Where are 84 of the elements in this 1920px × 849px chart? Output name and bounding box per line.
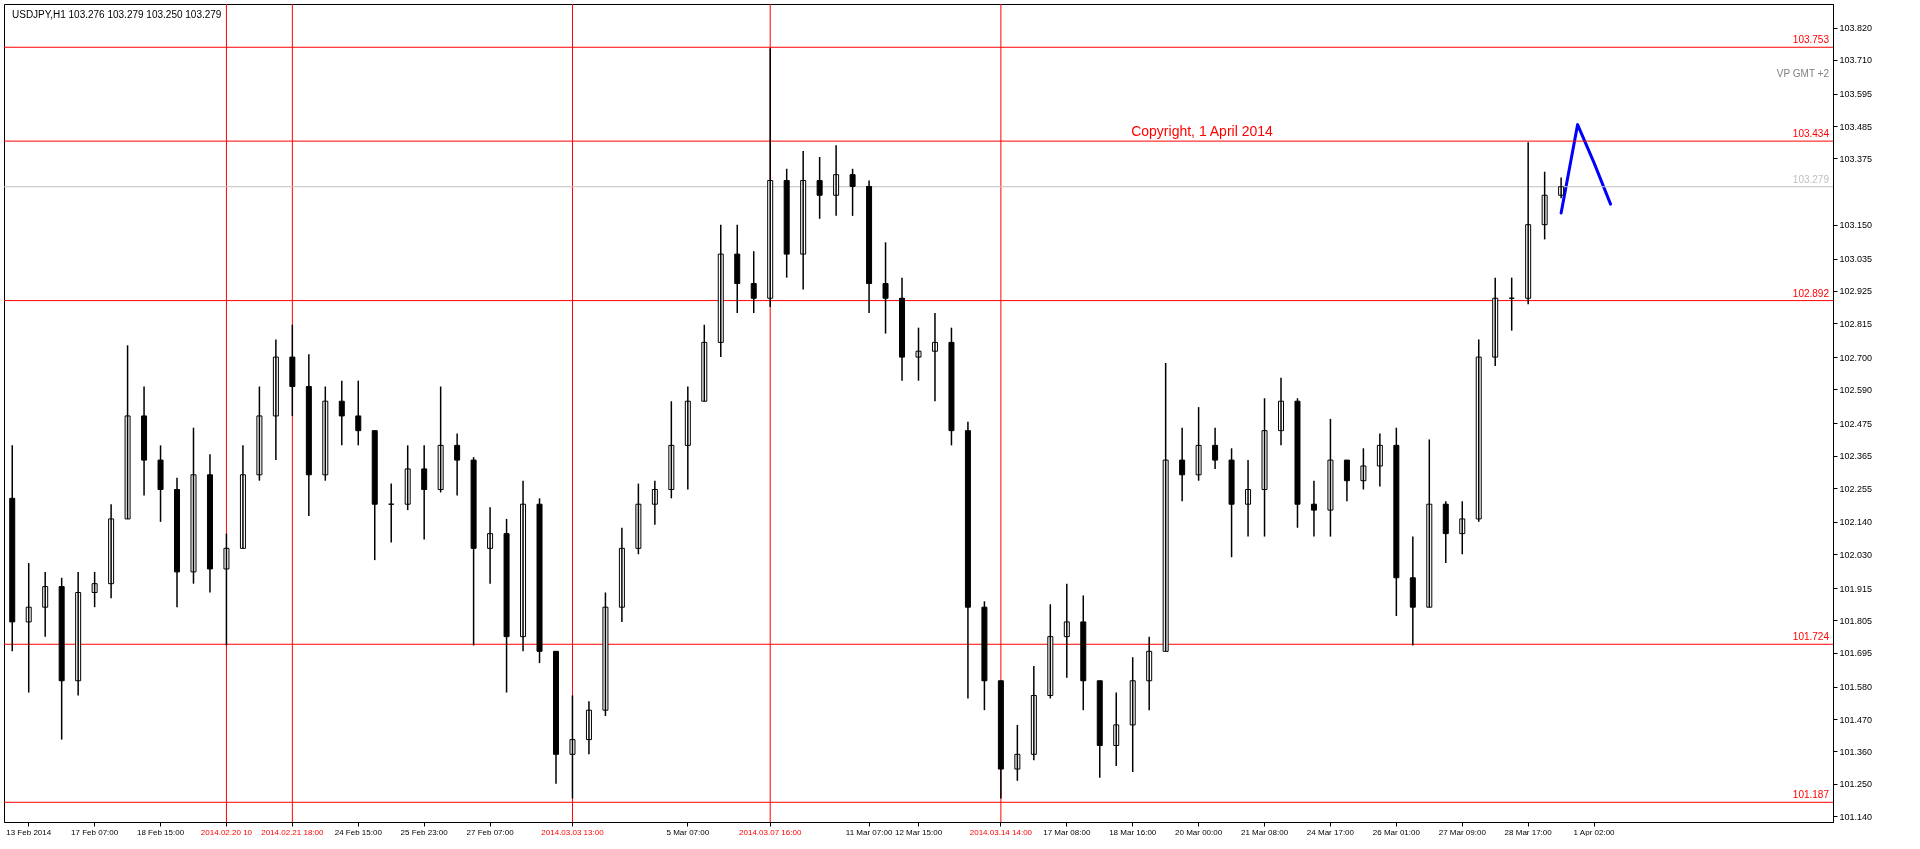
x-tick-label: 2014.02.20 10	[200, 827, 253, 837]
y-tick-label: 101.360	[1839, 746, 1873, 757]
ref-line-label: 103.279	[1792, 173, 1830, 185]
x-tick-label: 26 Mar 01:00	[1372, 827, 1421, 837]
y-tick-label: 103.710	[1839, 55, 1873, 66]
ref-line-label: 101.187	[1792, 789, 1830, 801]
candlestick	[289, 323, 296, 417]
x-tick-label: 13 Feb 2014	[6, 827, 52, 837]
candlestick	[569, 694, 576, 800]
y-tick-label: 102.365	[1839, 451, 1873, 462]
y-tick-label: 103.595	[1839, 89, 1873, 100]
candlestick	[1327, 418, 1334, 538]
x-tick-label: 27 Mar 09:00	[1438, 827, 1487, 837]
ref-line-label: 101.724	[1792, 631, 1830, 643]
candlestick	[157, 444, 164, 523]
x-tick-label: 2014.02.21 18:00	[261, 827, 325, 837]
candlestick	[223, 532, 230, 647]
ref-line-label: 102.892	[1792, 287, 1830, 299]
candlestick	[602, 591, 609, 717]
candlestick	[1261, 397, 1268, 538]
candlestick	[635, 482, 642, 555]
x-tick-label: 20 Mar 00:00	[1175, 827, 1223, 837]
candlestick	[536, 497, 543, 664]
x-tick-label: 2014.03.03 13:00	[541, 827, 605, 837]
candlestick	[503, 518, 510, 694]
annotation: Copyright, 1 April 2014	[1131, 123, 1274, 139]
y-tick-label: 103.150	[1839, 220, 1873, 231]
x-tick-label: 5 Mar 07:00	[666, 827, 710, 837]
x-tick-label: 25 Feb 23:00	[400, 827, 449, 837]
ref-line-label: 103.753	[1792, 34, 1830, 46]
ref-line-label: 103.434	[1792, 128, 1830, 140]
y-tick-label: 103.820	[1839, 23, 1873, 34]
x-tick-label: 18 Mar 16:00	[1109, 827, 1157, 837]
candlestick	[1294, 397, 1301, 529]
x-tick-label: 24 Mar 17:00	[1306, 827, 1355, 837]
candlestick	[948, 326, 955, 447]
y-tick-label: 102.700	[1839, 352, 1873, 363]
y-tick-label: 103.485	[1839, 121, 1873, 132]
candlestick	[816, 156, 823, 220]
candlestick	[470, 456, 477, 647]
x-tick-label: 1 Apr 02:00	[1573, 827, 1616, 837]
y-tick-label: 101.470	[1839, 714, 1873, 725]
x-tick-label: 18 Feb 15:00	[136, 827, 185, 837]
candlestick	[1195, 406, 1202, 482]
y-tick-label: 102.815	[1839, 318, 1873, 329]
y-tick-label: 102.140	[1839, 517, 1873, 528]
candlestick	[190, 426, 197, 585]
y-tick-label: 101.695	[1839, 648, 1873, 659]
y-tick-label: 101.250	[1839, 779, 1873, 790]
candlestick	[849, 168, 856, 217]
candlestick	[1014, 724, 1021, 782]
candlestick	[882, 241, 889, 335]
x-tick-label: 17 Feb 07:00	[71, 827, 119, 837]
x-tick-label: 24 Feb 15:00	[334, 827, 383, 837]
candlestick	[1228, 447, 1235, 558]
candlestick	[1360, 447, 1367, 491]
candlestick	[1541, 170, 1548, 241]
line-series	[1559, 123, 1613, 215]
annotation: VP GMT +2	[1776, 68, 1830, 79]
y-tick-label: 103.375	[1839, 153, 1873, 164]
y-tick-label: 102.255	[1839, 483, 1873, 494]
x-tick-label: 2014.03.07 16:00	[739, 827, 802, 837]
x-tick-label: 28 Mar 17:00	[1504, 827, 1553, 837]
candlestick	[91, 571, 98, 608]
candlestick	[256, 385, 263, 482]
y-tick-label: 101.140	[1839, 811, 1873, 822]
x-tick-label: 27 Feb 07:00	[466, 827, 515, 837]
y-tick-label: 103.035	[1839, 254, 1873, 265]
y-tick-label: 102.475	[1839, 418, 1873, 429]
x-tick-label: 11 Mar 07:00	[845, 827, 893, 837]
candlestick	[124, 344, 131, 520]
candlestick	[915, 326, 922, 382]
y-tick-label: 102.590	[1839, 384, 1873, 395]
y-tick-label: 102.925	[1839, 286, 1873, 297]
x-tick-label: 12 Mar 15:00	[894, 827, 943, 837]
chart-title: USDJPY,H1 103.276 103.279 103.250 103.279	[12, 9, 222, 20]
x-tick-label: 21 Mar 08:00	[1240, 827, 1289, 837]
y-tick-label: 101.805	[1839, 615, 1873, 626]
candlestick	[981, 600, 988, 711]
y-tick-label: 101.915	[1839, 583, 1873, 594]
x-tick-label: 17 Mar 08:00	[1043, 827, 1091, 837]
y-tick-label: 102.030	[1839, 549, 1873, 560]
x-tick-label: 2014.03.14 14:00	[969, 827, 1033, 837]
y-tick-label: 101.580	[1839, 682, 1873, 693]
